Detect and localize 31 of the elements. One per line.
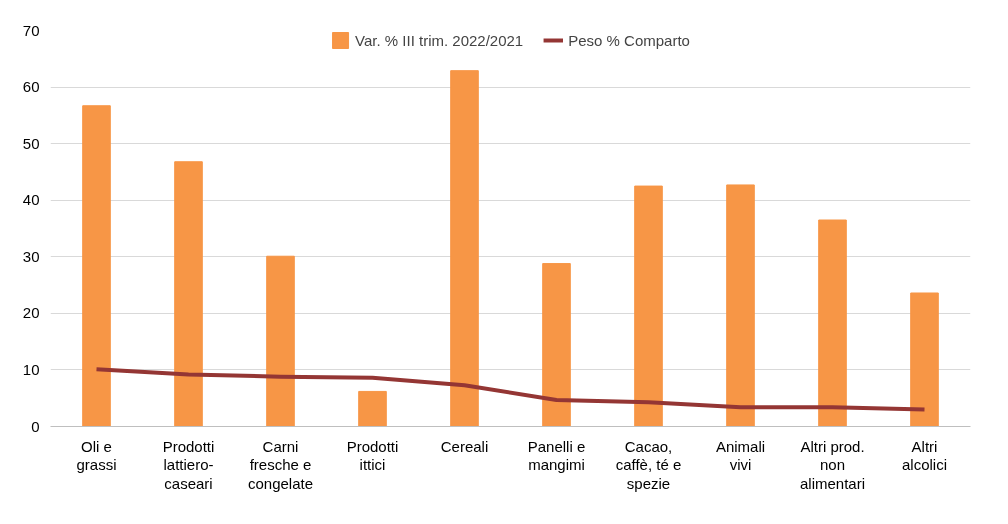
y-tick-label: 50	[22, 134, 40, 152]
bar	[634, 185, 663, 427]
legend-label: Peso % Comparto	[568, 31, 690, 49]
x-tick-label: Cacao, caffè, té e spezie	[615, 437, 682, 492]
bar	[82, 105, 111, 427]
bar	[266, 255, 295, 427]
y-tick-label: 30	[22, 247, 40, 265]
bar	[450, 70, 479, 427]
x-tick-label: Oli e grassi	[76, 437, 117, 474]
bar	[174, 161, 203, 427]
bar	[910, 292, 939, 427]
x-tick-label: Animali vivi	[715, 437, 766, 474]
y-tick-label: 0	[31, 417, 40, 435]
x-tick-label: Cereali	[440, 437, 489, 455]
x-tick-label: Altri prod. non alimentari	[799, 437, 866, 492]
y-tick-label: 70	[22, 21, 40, 39]
legend-label: Var. % III trim. 2022/2021	[355, 31, 524, 49]
bar	[358, 390, 387, 427]
line-series	[94, 367, 927, 412]
x-tick-label: Carni fresche e congelate	[247, 437, 314, 492]
x-tick-label: Panelli e mangimi	[527, 437, 586, 474]
bar	[818, 219, 847, 427]
x-tick-label: Altri alcolici	[901, 437, 948, 474]
x-tick-label: Prodotti ittici	[346, 437, 399, 474]
y-tick-label: 20	[22, 304, 40, 322]
x-tick-label: Prodotti lattiero-caseari	[162, 437, 215, 492]
y-tick-label: 40	[22, 191, 40, 209]
bar	[726, 184, 755, 427]
bar	[542, 263, 571, 427]
y-tick-label: 10	[22, 360, 40, 378]
y-tick-label: 60	[22, 78, 40, 96]
